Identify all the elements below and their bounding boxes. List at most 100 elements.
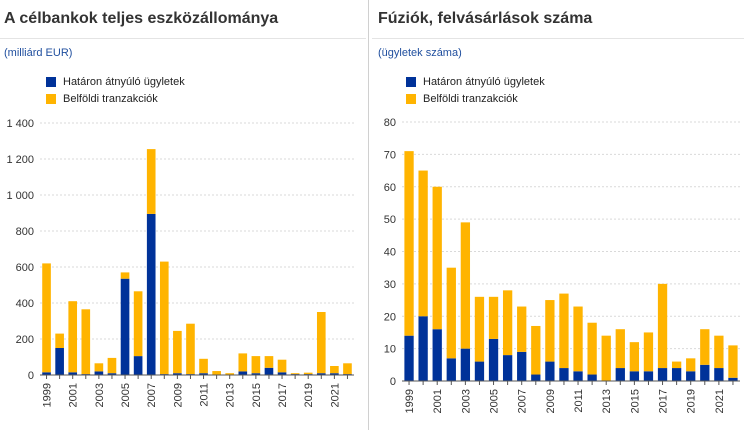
bar-domestic <box>55 333 64 348</box>
title-rule <box>0 38 366 39</box>
legend-item-cross-border: Határon átnyúló ügyletek <box>46 73 185 90</box>
y-tick-label: 30 <box>384 279 396 291</box>
legend-label-domestic: Belföldi tranzakciók <box>63 92 158 105</box>
x-tick-label: 2001 <box>432 389 444 413</box>
bar-domestic <box>186 323 195 375</box>
x-tick-label: 1999 <box>404 389 416 413</box>
bar-cross-border <box>502 355 513 381</box>
y-tick-label: 200 <box>16 334 34 346</box>
legend-item-cross-border: Határon átnyúló ügyletek <box>406 73 545 90</box>
panel-divider <box>368 0 369 430</box>
legend-swatch-cross-border <box>406 76 416 87</box>
legend-label-domestic: Belföldi tranzakciók <box>423 92 518 105</box>
x-tick-label: 2013 <box>601 389 613 413</box>
y-tick-label: 70 <box>384 149 396 161</box>
y-tick-label: 80 <box>384 117 396 129</box>
bar-cross-border <box>559 368 569 381</box>
y-tick-label: 400 <box>16 298 34 310</box>
bar-cross-border <box>446 358 456 381</box>
bar-cross-border <box>264 367 274 375</box>
x-tick-label: 1999 <box>42 383 54 407</box>
x-tick-label: 2003 <box>94 383 106 407</box>
bar-domestic <box>42 263 51 373</box>
x-tick-label: 2005 <box>489 389 501 413</box>
bar-cross-border <box>460 348 471 381</box>
bar-domestic <box>212 371 221 375</box>
bar-domestic <box>545 300 555 362</box>
x-tick-label: 2009 <box>545 389 557 413</box>
bar-cross-border <box>573 371 583 381</box>
bar-domestic <box>133 291 143 357</box>
bar-domestic <box>225 373 235 375</box>
legend-label-cross-border: Határon átnyúló ügyletek <box>423 75 545 88</box>
x-tick-label: 2009 <box>172 383 184 407</box>
bar-cross-border <box>587 374 597 381</box>
x-tick-label: 2007 <box>146 383 158 407</box>
bar-domestic <box>418 170 428 317</box>
bar-cross-border <box>68 372 78 375</box>
y-tick-label: 50 <box>384 214 396 226</box>
bar-domestic <box>343 363 352 375</box>
y-tick-label: 600 <box>16 262 34 274</box>
bar-domestic <box>330 366 339 374</box>
bar-cross-border <box>671 368 682 381</box>
right-chart-panel: Fúziók, felvásárlások száma (ügyletek sz… <box>372 0 744 430</box>
bar-cross-border <box>686 371 696 381</box>
bar-domestic <box>303 372 313 375</box>
title-rule <box>372 38 744 39</box>
y-tick-label: 40 <box>384 247 396 259</box>
bar-cross-border <box>251 373 261 375</box>
bar-domestic <box>728 345 738 378</box>
bar-domestic <box>68 301 78 373</box>
bar-cross-border <box>277 372 287 375</box>
bar-cross-border <box>432 329 442 381</box>
y-tick-label: 0 <box>28 370 34 382</box>
y-tick-label: 800 <box>16 226 34 238</box>
bar-domestic <box>671 361 682 369</box>
bar-cross-border <box>55 348 64 375</box>
bar-domestic <box>615 329 625 369</box>
mergers-count-chart: 0 10 20 30 40 50 60 70 80 1999 2001 2003 2005 2007 200… <box>384 117 740 413</box>
x-tick-label: 2017 <box>277 383 289 407</box>
bar-domestic <box>238 353 248 372</box>
bar-domestic <box>277 359 287 373</box>
bar-cross-border <box>418 316 428 381</box>
bar-domestic <box>446 267 456 359</box>
bar-cross-border <box>488 338 499 381</box>
bar-cross-border <box>316 373 326 375</box>
bar-cross-border <box>615 368 625 381</box>
x-tick-label: 2007 <box>517 389 529 413</box>
bar-cross-border <box>517 351 527 381</box>
bar-cross-border <box>643 371 654 381</box>
bar-domestic <box>517 306 527 352</box>
bar-domestic <box>251 356 261 374</box>
bar-domestic <box>531 325 541 375</box>
bar-domestic <box>488 296 499 339</box>
bar-domestic <box>81 309 91 375</box>
chart-title: A célbankok teljes eszközállománya <box>4 10 279 27</box>
bar-domestic <box>290 373 300 375</box>
bar-domestic <box>559 293 569 369</box>
bar-domestic <box>686 358 696 372</box>
left-chart-panel: A célbankok teljes eszközállománya (mill… <box>0 0 366 430</box>
bar-cross-border <box>146 213 156 375</box>
chart-subtitle: (ügyletek száma) <box>378 47 462 59</box>
bar-cross-border <box>238 371 248 375</box>
bar-domestic <box>432 186 442 330</box>
bar-domestic <box>146 149 156 214</box>
bar-domestic <box>159 261 169 375</box>
x-tick-label: 2017 <box>658 389 670 413</box>
x-tick-label: 2003 <box>460 389 472 413</box>
x-tick-label: 2013 <box>225 383 237 407</box>
bar-domestic <box>94 363 104 372</box>
bar-domestic <box>601 335 611 381</box>
bar-cross-border <box>700 364 710 381</box>
x-tick-label: 2011 <box>573 389 585 413</box>
bar-domestic <box>120 272 130 279</box>
bar-cross-border <box>199 373 208 375</box>
bar-domestic <box>657 283 668 369</box>
bar-domestic <box>173 330 182 374</box>
bar-domestic <box>714 335 724 369</box>
legend-item-domestic: Belföldi tranzakciók <box>46 90 185 107</box>
y-tick-label: 20 <box>384 311 396 323</box>
